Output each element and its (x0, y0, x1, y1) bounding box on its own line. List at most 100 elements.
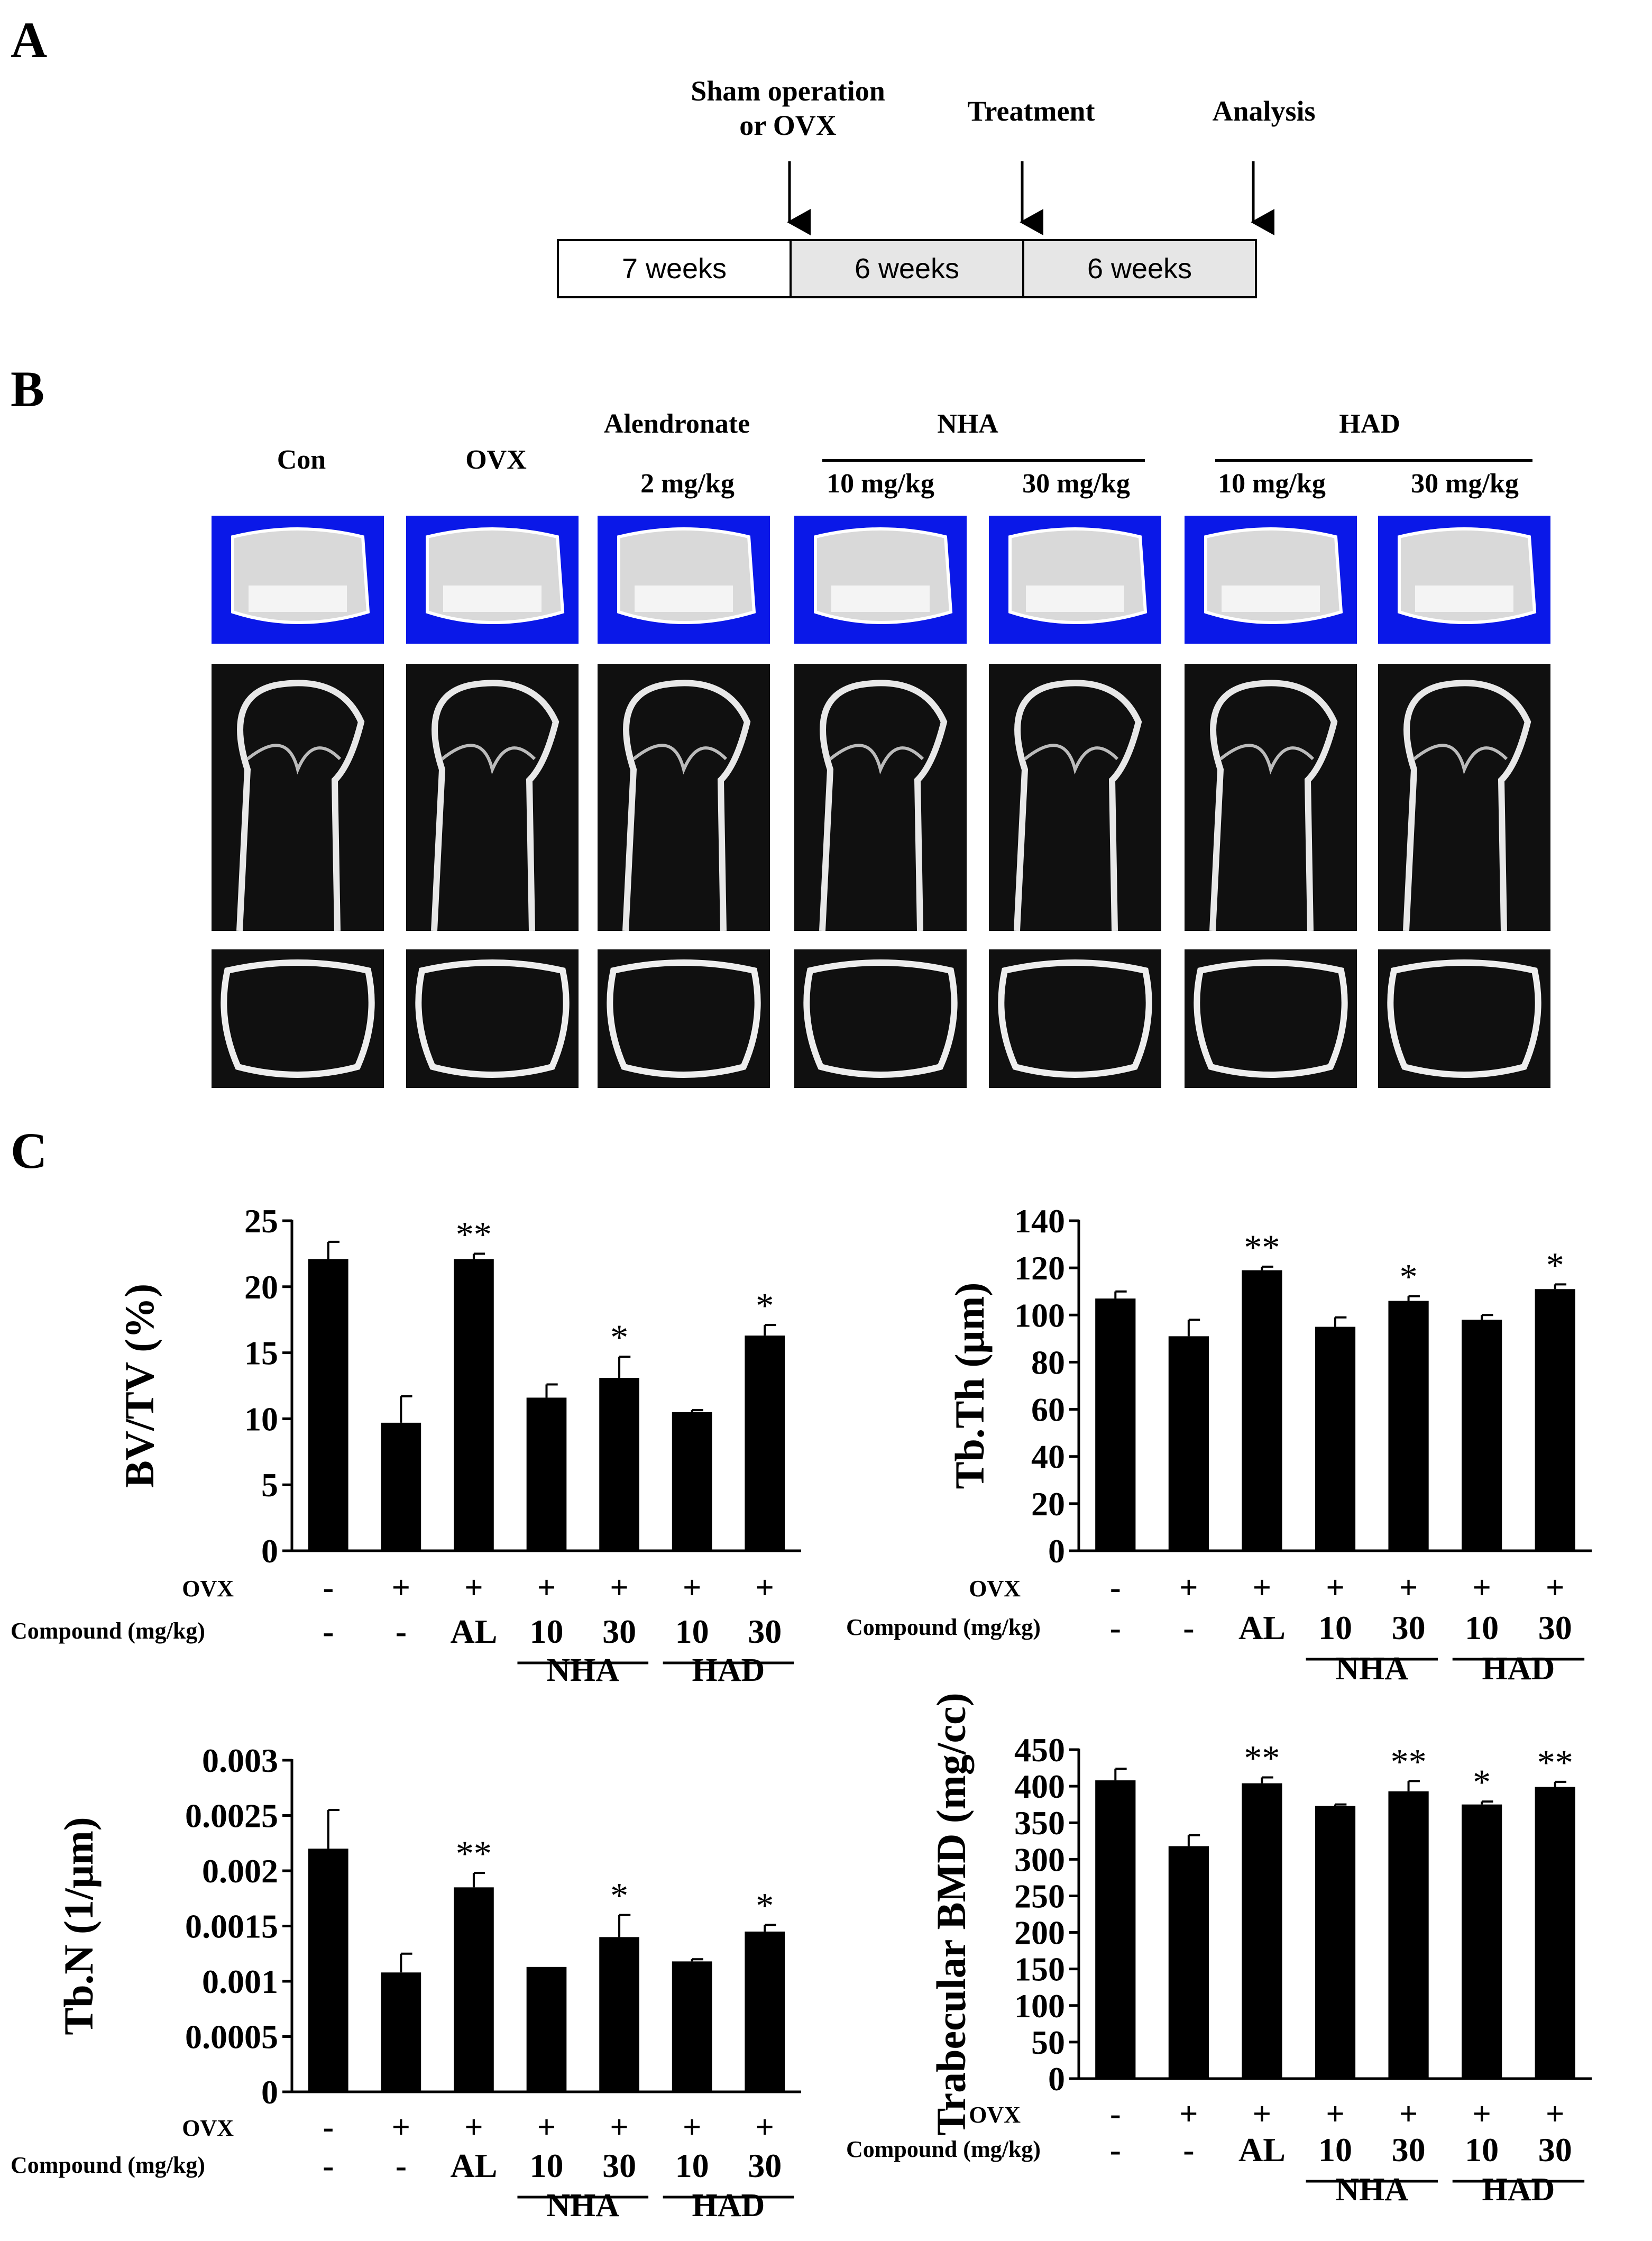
significance-marker: ** (1244, 1738, 1280, 1778)
cross-section-image (212, 949, 384, 1088)
y-tick-label: 80 (1031, 1343, 1065, 1381)
ovx-row-label: OVX (969, 2102, 1021, 2128)
y-tick-label: 0 (261, 1532, 278, 1570)
longitudinal-section-image (212, 664, 384, 931)
compound-row-label: Compound (mg/kg) (11, 1618, 205, 1644)
segment-6-weeks-2: 6 weeks (1022, 239, 1257, 298)
bar (1095, 1298, 1136, 1551)
3d-reconstruction-image (1378, 516, 1550, 644)
compound-value: AL (450, 1613, 497, 1650)
compound-value: 10 (675, 2147, 709, 2184)
y-tick-label: 0 (1048, 2060, 1065, 2098)
y-tick-label: 100 (1014, 1296, 1065, 1334)
compound-value: 10 (675, 1613, 709, 1650)
ovx-value: + (537, 1570, 556, 1606)
group-label: HAD (692, 1652, 765, 1688)
bar (308, 1849, 348, 2092)
label-had-10: 10 mg/kg (1218, 469, 1326, 499)
ovx-value: + (683, 2109, 701, 2145)
y-tick-label: 0.0005 (185, 2018, 278, 2056)
longitudinal-section-image (989, 664, 1161, 931)
ovx-value: + (1179, 2096, 1198, 2132)
y-tick-label: 20 (244, 1268, 278, 1306)
compound-value: 30 (748, 2147, 782, 2184)
ovx-value: + (1472, 1570, 1491, 1606)
y-axis-label: Tb.Th (μm) (947, 1283, 993, 1489)
compound-value: 30 (748, 1613, 782, 1650)
compound-value: 30 (1392, 2131, 1426, 2169)
panel-label-c: C (11, 1122, 48, 1179)
significance-marker: * (610, 1876, 628, 1916)
longitudinal-section-image (406, 664, 579, 931)
label-ovx: OVX (465, 445, 527, 475)
bar (526, 1966, 567, 2092)
y-tick-label: 10 (244, 1400, 278, 1438)
label-alendronate-dose: 2 mg/kg (640, 469, 735, 499)
y-tick-label: 0.001 (202, 1963, 278, 2000)
ovx-value: + (1326, 1570, 1344, 1606)
ovx-row-label: OVX (182, 2115, 234, 2141)
significance-marker: ** (456, 1833, 492, 1873)
ovx-value: + (610, 2109, 628, 2145)
longitudinal-section-image (598, 664, 770, 931)
header-alendronate: Alendronate (603, 409, 750, 439)
compound-value: AL (1238, 1609, 1286, 1647)
compound-value: 30 (602, 2147, 636, 2184)
panel-label-b: B (11, 361, 45, 417)
3d-reconstruction-image (794, 516, 967, 644)
ovx-value: + (1179, 1570, 1198, 1606)
bar (1168, 1336, 1209, 1551)
ovx-value: + (1253, 1570, 1271, 1606)
longitudinal-section-image (794, 664, 967, 931)
significance-marker: * (1546, 1245, 1564, 1285)
cross-section-image (1185, 949, 1357, 1088)
ovx-value: - (323, 2109, 334, 2145)
compound-row-label: Compound (mg/kg) (11, 2152, 205, 2178)
bar (381, 1972, 421, 2092)
ovx-value: + (1253, 2096, 1271, 2132)
microct-panel: Alendronate NHA HAD Con OVX 2 mg/kg 10 m… (0, 370, 1652, 1100)
y-tick-label: 0.0025 (185, 1797, 278, 1835)
significance-marker: ** (456, 1214, 492, 1254)
bar (1095, 1780, 1136, 2079)
bar (308, 1259, 348, 1551)
timeline-diagram: Sham operation or OVX Treatment Analysis… (0, 0, 1652, 317)
y-tick-label: 0.003 (202, 1742, 278, 1779)
y-tick-label: 120 (1014, 1249, 1065, 1287)
header-nha: NHA (937, 409, 998, 439)
compound-value: - (1183, 1609, 1194, 1647)
cross-section-image (1378, 949, 1550, 1088)
group-label: NHA (1335, 2172, 1408, 2208)
ovx-value: + (392, 1570, 410, 1606)
y-tick-label: 400 (1014, 1768, 1065, 1805)
bar (599, 1937, 639, 2092)
bar (454, 1887, 494, 2092)
compound-value: AL (450, 2147, 497, 2184)
ovx-value: + (1399, 1570, 1418, 1606)
cross-section-image (598, 949, 770, 1088)
group-label: NHA (1335, 1651, 1408, 1687)
compound-value: 10 (530, 2147, 564, 2184)
event-label-analysis: Analysis (1212, 95, 1316, 127)
panel-label-a: A (11, 12, 48, 68)
significance-marker: * (1473, 1762, 1491, 1802)
bar (1535, 1787, 1575, 2079)
significance-marker: ** (1537, 1742, 1573, 1782)
compound-value: - (1183, 2131, 1194, 2169)
ovx-value: + (1546, 2096, 1564, 2132)
bar (1242, 1270, 1282, 1551)
compound-value: 30 (602, 1613, 636, 1650)
compound-value: - (1110, 1609, 1121, 1647)
significance-marker: ** (1244, 1227, 1280, 1267)
y-tick-label: 140 (1014, 1202, 1065, 1240)
y-tick-label: 25 (244, 1202, 278, 1240)
bar (1315, 1327, 1356, 1551)
y-tick-label: 250 (1014, 1877, 1065, 1915)
bar (526, 1397, 567, 1551)
ovx-value: - (323, 1570, 334, 1606)
y-tick-label: 40 (1031, 1438, 1065, 1476)
ovx-value: + (464, 1570, 483, 1606)
ovx-value: + (537, 2109, 556, 2145)
ovx-value: + (756, 2109, 774, 2145)
significance-marker: * (756, 1885, 774, 1925)
